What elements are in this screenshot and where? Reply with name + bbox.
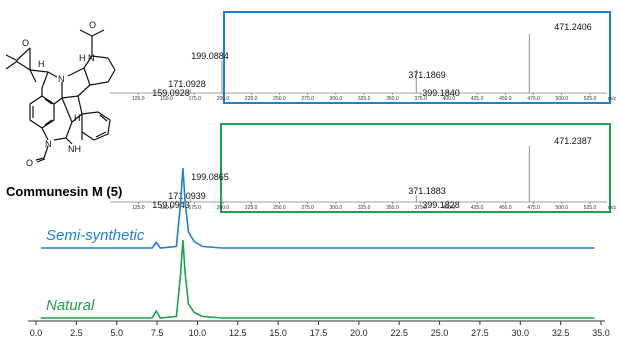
structure-atom-labels: O N H N O H N NH H O bbox=[22, 20, 96, 168]
ms-peak-label: 171.0928 bbox=[168, 79, 206, 89]
ms-peak-label: 399.1828 bbox=[422, 200, 460, 210]
ms-peak-label: 159.0928 bbox=[152, 88, 190, 98]
ms-peak-label: 371.1869 bbox=[408, 70, 446, 80]
ms-tick-label: 175.0 bbox=[188, 205, 201, 211]
ms-peak-label: 159.0943 bbox=[152, 200, 190, 210]
ms-tick-label: 400.0 bbox=[443, 205, 456, 211]
ms-tick-label: 450.0 bbox=[499, 96, 512, 102]
ms-tick-label: 300.0 bbox=[330, 205, 343, 211]
x-tick-label: 27.5 bbox=[471, 328, 489, 338]
ms-peak-label: 199.0884 bbox=[191, 51, 229, 61]
atom-h-aminal: H bbox=[79, 53, 86, 63]
ms-x-axis-label: m/z bbox=[608, 96, 617, 102]
ms-tick-label: 300.0 bbox=[330, 96, 343, 102]
ms-tick-label: 400.0 bbox=[443, 96, 456, 102]
spectrum-frame bbox=[220, 123, 611, 213]
x-tick-label: 22.5 bbox=[390, 328, 408, 338]
x-tick-label: 32.5 bbox=[552, 328, 570, 338]
ms-tick-label: 350.0 bbox=[386, 96, 399, 102]
x-tick-label: 2.5 bbox=[70, 328, 83, 338]
ms-tick-label: 275.0 bbox=[301, 96, 314, 102]
ms-tick-label: 525.0 bbox=[584, 96, 597, 102]
atom-h-epoxide: H bbox=[38, 59, 45, 69]
ms-tick-label: 475.0 bbox=[527, 205, 540, 211]
atom-nh: NH bbox=[68, 144, 81, 154]
series-label-0: Semi-synthetic bbox=[46, 227, 145, 244]
ms-tick-label: 450.0 bbox=[499, 205, 512, 211]
ms-tick-label: 425.0 bbox=[471, 96, 484, 102]
ms-spectrum-natural: 125.0 150.0 175.0 200.0 225.0 250.0 275.0 300.0… bbox=[110, 123, 617, 213]
spectrum-frame bbox=[223, 11, 611, 104]
atom-h-ring: H bbox=[74, 113, 81, 123]
ms-tick-label: 150.0 bbox=[160, 205, 173, 211]
ms-peak-label: 371.1883 bbox=[408, 186, 446, 196]
ms-spectrum-semi-synthetic: 125.0 150.0 175.0 200.0 225.0 250.0 275.0 300.0… bbox=[110, 11, 617, 104]
ms-tick-label: 125.0 bbox=[132, 96, 145, 102]
x-tick-label: 20.0 bbox=[350, 328, 368, 338]
x-tick-label: 30.0 bbox=[512, 328, 530, 338]
x-tick-label: 10.0 bbox=[189, 328, 207, 338]
ms-x-axis-label: m/z bbox=[608, 205, 617, 211]
ms-tick-label: 375.0 bbox=[414, 205, 427, 211]
ms-tick-label: 200.0 bbox=[217, 96, 230, 102]
x-tick-label: 7.5 bbox=[151, 328, 164, 338]
ms-tick-label: 475.0 bbox=[527, 96, 540, 102]
ms-tick-label: 250.0 bbox=[273, 205, 286, 211]
ms-peak-label: 199.0865 bbox=[191, 172, 229, 182]
x-tick-label: 25.0 bbox=[431, 328, 449, 338]
atom-n-indoline: N bbox=[45, 139, 52, 149]
ms-tick-label: 325.0 bbox=[358, 205, 371, 211]
ms-peak-label: 399.1840 bbox=[422, 88, 460, 98]
ms-tick-label: 500.0 bbox=[556, 205, 569, 211]
atom-n-core: N bbox=[58, 74, 65, 84]
ms-tick-label: 375.0 bbox=[414, 96, 427, 102]
x-tick-label: 15.0 bbox=[269, 328, 287, 338]
x-tick-label: 0.0 bbox=[30, 328, 43, 338]
ms-tick-label: 225.0 bbox=[245, 96, 258, 102]
ms-peak-label: 471.2387 bbox=[554, 136, 592, 146]
ms-tick-label: 500.0 bbox=[556, 96, 569, 102]
chromatogram: 0.0 2.5 5.0 7.5 10.0 12.5 15.0 17.5 20.0 22.5 25.0… bbox=[28, 167, 610, 338]
communesin-m-structure bbox=[5, 29, 116, 163]
series-label-1: Natural bbox=[46, 297, 95, 314]
ms-peak-label: 471.2406 bbox=[554, 22, 592, 32]
ms-tick-label: 275.0 bbox=[301, 205, 314, 211]
atom-o-carbonyl: O bbox=[89, 20, 96, 30]
ms-tick-label: 250.0 bbox=[273, 96, 286, 102]
ms-tick-label: 325.0 bbox=[358, 96, 371, 102]
ms-tick-label: 150.0 bbox=[160, 96, 173, 102]
series-line-1 bbox=[40, 239, 595, 319]
x-tick-label: 35.0 bbox=[592, 328, 610, 338]
ms-tick-label: 425.0 bbox=[471, 205, 484, 211]
ms-tick-label: 200.0 bbox=[217, 205, 230, 211]
x-tick-label: 5.0 bbox=[110, 328, 123, 338]
series-line-0 bbox=[40, 167, 595, 249]
compound-name: Communesin M (5) bbox=[6, 184, 122, 199]
x-tick-label: 12.5 bbox=[229, 328, 247, 338]
atom-o-epoxide: O bbox=[22, 38, 29, 48]
ms-tick-label: 350.0 bbox=[386, 205, 399, 211]
ms-peak-label: 171.0939 bbox=[168, 191, 206, 201]
ms-tick-label: 125.0 bbox=[132, 205, 145, 211]
atom-n-acetyl: N bbox=[88, 53, 95, 63]
ms-tick-label: 225.0 bbox=[245, 205, 258, 211]
ms-tick-label: 175.0 bbox=[188, 96, 201, 102]
x-tick-label: 17.5 bbox=[310, 328, 328, 338]
ms-tick-label: 525.0 bbox=[584, 205, 597, 211]
atom-o-formyl: O bbox=[26, 158, 33, 168]
